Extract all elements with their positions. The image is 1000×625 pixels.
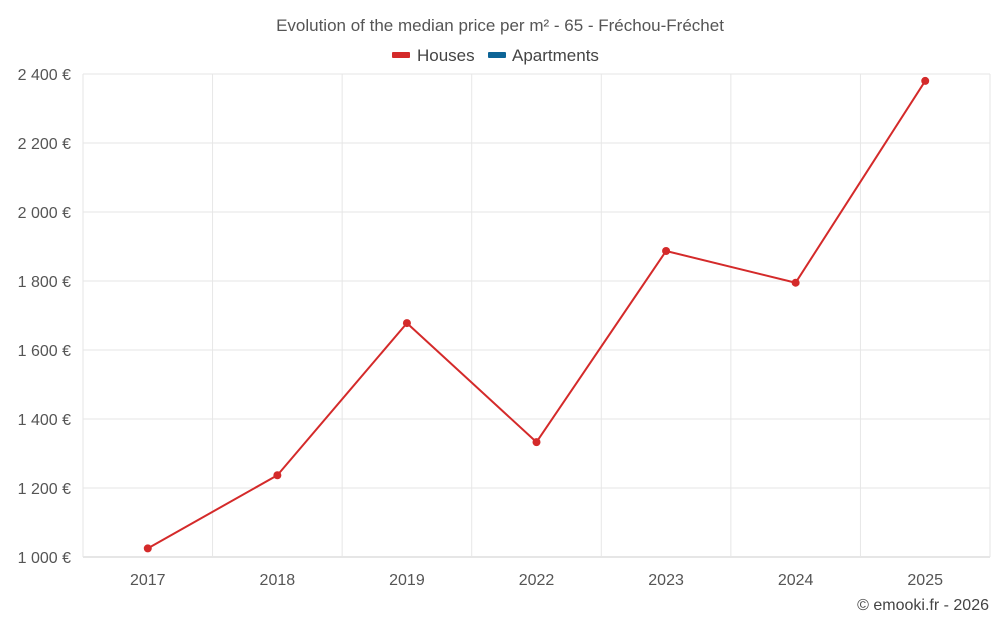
series-line xyxy=(147,80,927,550)
y-tick-label: 2 000 € xyxy=(18,205,71,222)
gridlines xyxy=(82,73,991,558)
series-houses xyxy=(143,76,930,553)
y-tick-label: 1 200 € xyxy=(18,481,71,498)
y-tick-label: 2 200 € xyxy=(18,136,71,153)
chart-title: Evolution of the median price per m² - 6… xyxy=(276,16,724,35)
x-tick-label: 2025 xyxy=(907,572,943,589)
x-tick-label: 2024 xyxy=(778,572,814,589)
legend-item-apartments[interactable]: Apartments xyxy=(488,46,599,65)
x-tick-label: 2022 xyxy=(519,572,555,589)
y-tick-label: 1 800 € xyxy=(18,274,71,291)
data-point[interactable] xyxy=(921,76,930,85)
legend-label-apartments: Apartments xyxy=(512,46,599,65)
legend-item-houses[interactable]: Houses xyxy=(392,46,475,65)
x-tick-label: 2018 xyxy=(260,572,296,589)
data-point[interactable] xyxy=(273,471,282,480)
x-tick-label: 2017 xyxy=(130,572,166,589)
y-tick-label: 2 400 € xyxy=(18,67,71,84)
y-axis-ticks: 1 000 € 1 200 € 1 400 € 1 600 € 1 800 € 2 000… xyxy=(18,67,71,567)
legend-swatch-houses xyxy=(392,52,410,58)
y-tick-label: 1 000 € xyxy=(18,550,71,567)
data-point[interactable] xyxy=(402,319,411,328)
y-tick-label: 1 600 € xyxy=(18,343,71,360)
x-tick-label: 2019 xyxy=(389,572,425,589)
legend-swatch-apartments xyxy=(488,52,506,58)
legend: Houses Apartments xyxy=(392,46,599,65)
data-point[interactable] xyxy=(143,544,152,553)
data-point[interactable] xyxy=(532,438,541,447)
x-tick-label: 2023 xyxy=(648,572,684,589)
credit-text: © emooki.fr - 2026 xyxy=(857,597,989,614)
x-axis-ticks: 2017 2018 2019 2022 2023 2024 2025 xyxy=(130,572,943,589)
data-point[interactable] xyxy=(791,278,800,287)
y-tick-label: 1 400 € xyxy=(18,412,71,429)
data-point[interactable] xyxy=(662,246,671,255)
legend-label-houses: Houses xyxy=(417,46,475,65)
